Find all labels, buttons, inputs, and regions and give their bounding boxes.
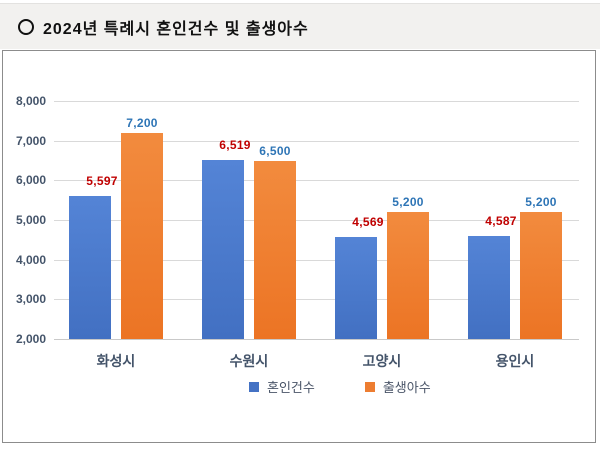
legend-label-marriage-count: 혼인건수 (267, 380, 315, 395)
bar-혼인건수-화성시 (69, 196, 111, 339)
bar-chart-plot-area: 2,000 3,000 4,000 5,000 6,000 7,000 8,000 5,597… (3, 51, 595, 442)
data-label-출생아수-고양시: 5,200 (392, 195, 424, 210)
legend-item-birth-count: 출생아수 (364, 377, 431, 396)
legend-label-birth-count: 출생아수 (382, 380, 431, 395)
bar-출생아수-화성시 (121, 132, 163, 339)
gridline (54, 339, 579, 340)
bar-출생아수-수원시 (254, 160, 296, 339)
chart-legend: 혼인건수 출생아수 (249, 377, 431, 396)
data-label-혼인건수-화성시: 5,597 (86, 174, 118, 189)
y-axis-tick-label: 7,000 (15, 133, 46, 148)
data-label-출생아수-용인시: 5,200 (525, 195, 557, 210)
data-label-혼인건수-고양시: 4,569 (352, 215, 384, 230)
bar-출생아수-고양시 (387, 212, 429, 339)
bullet-circle-icon (18, 18, 34, 35)
data-label-출생아수-화성시: 7,200 (126, 115, 158, 130)
gridline (54, 180, 579, 182)
y-axis-tick-label: 4,000 (15, 252, 46, 267)
gridline (54, 299, 579, 301)
bar-출생아수-용인시 (520, 212, 562, 339)
y-axis-tick-label: 5,000 (15, 213, 46, 227)
y-axis-tick-label: 2,000 (15, 332, 46, 346)
data-label-혼인건수-용인시: 4,587 (485, 214, 517, 229)
chart-panel: 2,000 3,000 4,000 5,000 6,000 7,000 8,000 5,597… (2, 50, 596, 443)
legend-swatch-orange (364, 381, 375, 392)
y-axis-tick-label: 3,000 (15, 292, 46, 307)
bar-혼인건수-고양시 (335, 237, 377, 339)
title-bar: 2024년 특례시 혼인건수 및 출생아수 (0, 3, 600, 49)
y-axis-tick-label: 8,000 (15, 94, 46, 108)
gridline (54, 259, 579, 261)
data-label-출생아수-수원시: 6,500 (259, 143, 291, 158)
bar-혼인건수-수원시 (202, 159, 244, 339)
legend-item-marriage-count: 혼인건수 (249, 377, 315, 396)
category-label-용인시: 용인시 (495, 353, 535, 369)
gridline (54, 220, 579, 221)
data-label-혼인건수-수원시: 6,519 (219, 137, 251, 152)
y-axis-tick-label: 6,000 (15, 173, 46, 188)
category-label-화성시: 화성시 (96, 353, 136, 369)
page-title: 2024년 특례시 혼인건수 및 출생아수 (43, 20, 309, 38)
legend-swatch-blue (249, 381, 259, 392)
gridline (54, 140, 579, 142)
gridline (54, 101, 579, 102)
category-label-수원시: 수원시 (229, 353, 269, 369)
bar-혼인건수-용인시 (468, 236, 510, 339)
category-label-고양시: 고양시 (362, 353, 402, 369)
